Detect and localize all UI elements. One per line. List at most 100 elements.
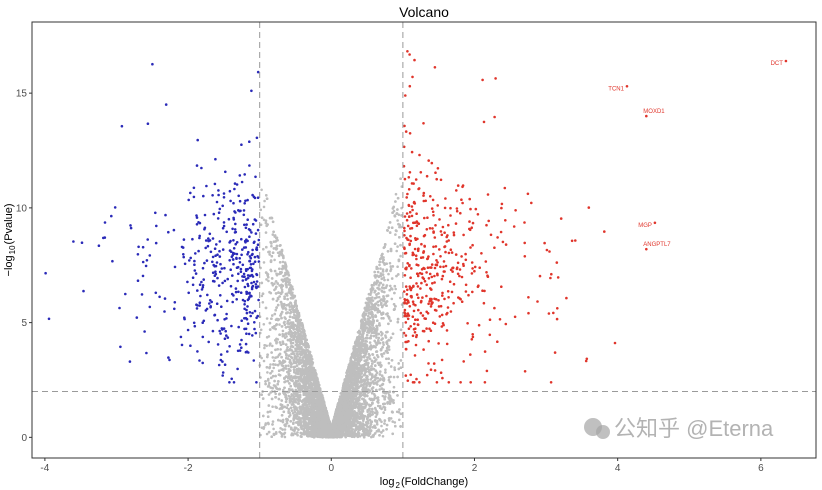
point-not-significant xyxy=(281,260,285,264)
point-not-significant xyxy=(301,367,304,370)
point-not-significant xyxy=(391,420,395,423)
point-not-significant xyxy=(293,432,296,435)
point-not-significant xyxy=(399,225,403,229)
chart-title: Volcano xyxy=(399,4,449,20)
point-not-significant xyxy=(400,206,403,210)
point-not-significant xyxy=(373,297,377,300)
point-not-significant xyxy=(393,366,396,369)
point-not-significant xyxy=(374,415,378,419)
point-not-significant xyxy=(265,432,269,436)
point-not-significant xyxy=(379,267,382,270)
point-not-significant xyxy=(392,385,396,389)
point-not-significant xyxy=(288,358,292,362)
point-not-significant xyxy=(375,336,378,339)
point-not-significant xyxy=(292,368,296,371)
point-not-significant xyxy=(261,301,265,304)
point-not-significant xyxy=(281,332,285,336)
point-not-significant xyxy=(271,420,275,423)
point-not-significant xyxy=(396,219,399,222)
point-not-significant xyxy=(373,345,377,349)
point-not-significant xyxy=(396,265,399,269)
point-not-significant xyxy=(278,362,282,365)
point-not-significant xyxy=(272,359,276,363)
point-not-significant xyxy=(388,419,391,422)
point-not-significant xyxy=(387,348,391,351)
point-not-significant xyxy=(274,392,278,396)
point-not-significant xyxy=(358,410,362,414)
point-not-significant xyxy=(276,297,280,301)
point-not-significant xyxy=(271,405,274,409)
point-not-significant xyxy=(279,348,282,351)
point-not-significant xyxy=(377,295,381,299)
point-not-significant xyxy=(286,403,290,407)
point-not-significant xyxy=(387,272,390,276)
point-not-significant xyxy=(272,366,276,370)
point-not-significant xyxy=(268,410,272,413)
point-not-significant xyxy=(392,399,395,402)
point-not-significant xyxy=(366,317,370,321)
point-not-significant xyxy=(270,244,273,248)
point-not-significant xyxy=(262,323,266,326)
point-not-significant xyxy=(271,344,274,348)
point-not-significant xyxy=(370,435,373,439)
point-not-significant xyxy=(268,381,271,385)
point-not-significant xyxy=(397,213,401,217)
point-not-significant xyxy=(394,233,397,236)
point-not-significant xyxy=(382,343,385,347)
point-not-significant xyxy=(362,398,366,401)
point-not-significant xyxy=(279,427,282,430)
point-not-significant xyxy=(287,283,291,286)
point-not-significant xyxy=(263,346,266,350)
point-not-significant xyxy=(352,349,356,352)
point-not-significant xyxy=(260,356,264,360)
point-not-significant xyxy=(389,269,392,273)
point-not-significant xyxy=(392,375,396,379)
point-not-significant xyxy=(384,368,387,372)
point-not-significant xyxy=(267,279,270,283)
points-layer xyxy=(44,50,617,439)
point-not-significant xyxy=(273,258,276,262)
point-not-significant xyxy=(381,394,385,398)
point-not-significant xyxy=(373,356,376,360)
point-not-significant xyxy=(260,188,263,192)
point-not-significant xyxy=(294,343,298,347)
point-not-significant xyxy=(376,383,379,386)
point-not-significant xyxy=(281,329,285,333)
point-not-significant xyxy=(272,427,275,431)
point-not-significant xyxy=(362,337,365,341)
point-not-significant xyxy=(387,361,391,365)
point-not-significant xyxy=(283,336,287,340)
point-not-significant xyxy=(385,357,388,361)
point-not-significant xyxy=(289,395,292,399)
point-not-significant xyxy=(378,388,381,391)
point-not-significant xyxy=(265,344,269,348)
point-not-significant xyxy=(386,278,390,282)
point-not-significant xyxy=(269,363,272,366)
point-not-significant xyxy=(376,404,380,408)
point-not-significant xyxy=(262,359,266,363)
point-not-significant xyxy=(394,192,398,196)
point-not-significant xyxy=(378,260,382,264)
point-not-significant xyxy=(378,322,381,325)
point-not-significant xyxy=(289,413,292,417)
point-not-significant xyxy=(269,291,273,295)
point-not-significant xyxy=(369,378,373,381)
point-not-significant xyxy=(380,317,383,320)
point-not-significant xyxy=(362,311,366,314)
point-not-significant xyxy=(271,284,275,287)
point-not-significant xyxy=(296,350,300,353)
point-not-significant xyxy=(380,305,384,309)
point-not-significant xyxy=(380,424,383,428)
point-not-significant xyxy=(296,433,299,437)
point-not-significant xyxy=(283,323,287,327)
point-not-significant xyxy=(368,341,372,344)
point-not-significant xyxy=(282,388,285,392)
point-not-significant xyxy=(308,405,312,408)
point-not-significant xyxy=(398,418,401,422)
point-not-significant xyxy=(395,249,399,253)
point-not-significant xyxy=(260,294,264,298)
point-not-significant xyxy=(379,370,382,373)
point-not-significant xyxy=(296,402,300,405)
point-not-significant xyxy=(283,320,286,324)
